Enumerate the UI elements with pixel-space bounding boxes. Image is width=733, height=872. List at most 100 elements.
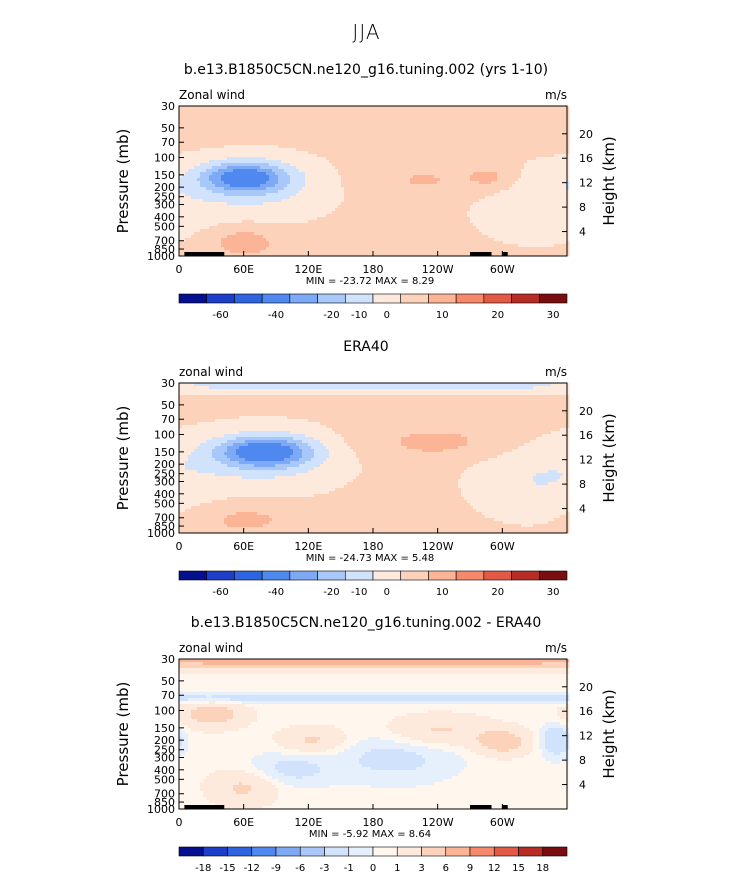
y-tick-label: 150 [154, 446, 175, 459]
y-tick-label: 500 [154, 497, 175, 510]
y-axis-right-label: Height (km) [600, 136, 618, 225]
y-tick-label: 400 [154, 211, 175, 224]
colorbar-box [483, 570, 512, 581]
height-tick-label: 8 [579, 754, 586, 767]
colorbar-box [317, 293, 346, 304]
colorbar-box [445, 846, 471, 857]
height-tick-label: 12 [579, 730, 593, 743]
x-tick-label: 180 [363, 816, 384, 829]
colorbar-label: -1 [344, 863, 354, 872]
y-tick-label: 70 [161, 689, 175, 702]
colorbar-box [455, 570, 485, 581]
colorbar-box [469, 846, 495, 857]
colorbar-box [202, 846, 228, 857]
figure-title: JJA [352, 20, 381, 44]
y-tick-label: 150 [154, 169, 175, 182]
topography-mark [502, 805, 508, 809]
topography-mark [198, 805, 225, 809]
colorbar-box [428, 293, 457, 304]
y-tick-label: 850 [154, 796, 175, 809]
height-tick-label: 12 [579, 454, 593, 467]
colorbar-label: 20 [491, 587, 504, 598]
contour-fill [179, 383, 570, 534]
colorbar-label: -9 [271, 863, 281, 872]
colorbar-label: 6 [443, 863, 449, 872]
height-tick-label: 20 [579, 128, 593, 141]
y-tick-label: 100 [154, 429, 175, 442]
x-tick-label: 60W [490, 263, 515, 276]
colorbar-label: 3 [418, 863, 424, 872]
colorbar-box [178, 846, 204, 857]
colorbar-box [518, 846, 544, 857]
colorbar-label: -15 [219, 863, 235, 872]
x-tick-label: 120E [294, 816, 322, 829]
y-axis-label: Pressure (mb) [114, 129, 132, 234]
colorbar-box [344, 570, 374, 581]
units-label: m/s [545, 365, 567, 379]
colorbar-label: 12 [488, 863, 501, 872]
y-tick-label: 300 [154, 198, 175, 211]
colorbar-box [542, 846, 568, 857]
colorbar-label: 9 [467, 863, 473, 872]
height-tick-label: 16 [579, 429, 593, 442]
height-tick-label: 20 [579, 405, 593, 418]
y-tick-label: 250 [154, 191, 175, 204]
colorbar-label: 20 [491, 310, 504, 321]
y-tick-label: 700 [154, 788, 175, 801]
y-tick-label: 700 [154, 235, 175, 248]
colorbar-label: 30 [547, 310, 560, 321]
variable-label: Zonal wind [179, 88, 245, 102]
colorbar-label: 0 [384, 310, 390, 321]
y-axis-right-label: Height (km) [600, 689, 618, 778]
colorbar-box [234, 293, 263, 304]
x-tick-label: 120W [422, 816, 454, 829]
height-tick-label: 8 [579, 478, 586, 491]
x-tick-label: 120W [422, 263, 454, 276]
y-tick-label: 50 [161, 399, 175, 412]
colorbar-box [348, 846, 374, 857]
colorbar-box [261, 570, 291, 581]
panel-title: b.e13.B1850C5CN.ne120_g16.tuning.002 - E… [191, 615, 542, 631]
x-tick-label: 60E [233, 540, 254, 553]
panel-title: ERA40 [343, 339, 388, 355]
min-max-label: MIN = -24.73 MAX = 5.48 [306, 553, 435, 564]
y-tick-label: 400 [154, 764, 175, 777]
colorbar-box [324, 846, 350, 857]
x-tick-label: 60E [233, 816, 254, 829]
topography-mark [184, 252, 212, 256]
variable-label: zonal wind [179, 641, 243, 655]
y-axis-right-label: Height (km) [600, 413, 618, 502]
colorbar-box [206, 293, 235, 304]
height-tick-label: 12 [579, 177, 593, 190]
panel-title: b.e13.B1850C5CN.ne120_g16.tuning.002 (yr… [184, 62, 548, 78]
colorbar-box [261, 293, 291, 304]
topography-mark [184, 805, 212, 809]
topography-mark [470, 252, 492, 256]
min-max-label: MIN = -5.92 MAX = 8.64 [309, 829, 431, 840]
y-tick-label: 200 [154, 734, 175, 747]
y-tick-label: 300 [154, 475, 175, 488]
topography-mark [502, 252, 508, 256]
topography-mark [198, 252, 225, 256]
height-tick-label: 4 [579, 226, 586, 239]
height-tick-label: 20 [579, 681, 593, 694]
y-tick-label: 850 [154, 520, 175, 533]
colorbar-box [428, 570, 457, 581]
colorbar-label: 10 [436, 587, 449, 598]
x-tick-label: 60E [233, 263, 254, 276]
colorbar-box [396, 846, 422, 857]
colorbar-label: -60 [212, 587, 228, 598]
min-max-label: MIN = -23.72 MAX = 8.29 [306, 276, 435, 287]
x-tick-label: 120E [294, 263, 322, 276]
colorbar-box [400, 293, 429, 304]
colorbar-box [421, 846, 447, 857]
colorbar-box [400, 570, 429, 581]
colorbar-label: -40 [268, 587, 284, 598]
y-tick-label: 200 [154, 458, 175, 471]
y-tick-label: 50 [161, 122, 175, 135]
panel-1: b.e13.B1850C5CN.ne120_g16.tuning.002 (yr… [114, 62, 618, 321]
colorbar-box [493, 846, 519, 857]
colorbar-label: -3 [320, 863, 330, 872]
colorbar-label: 15 [512, 863, 525, 872]
